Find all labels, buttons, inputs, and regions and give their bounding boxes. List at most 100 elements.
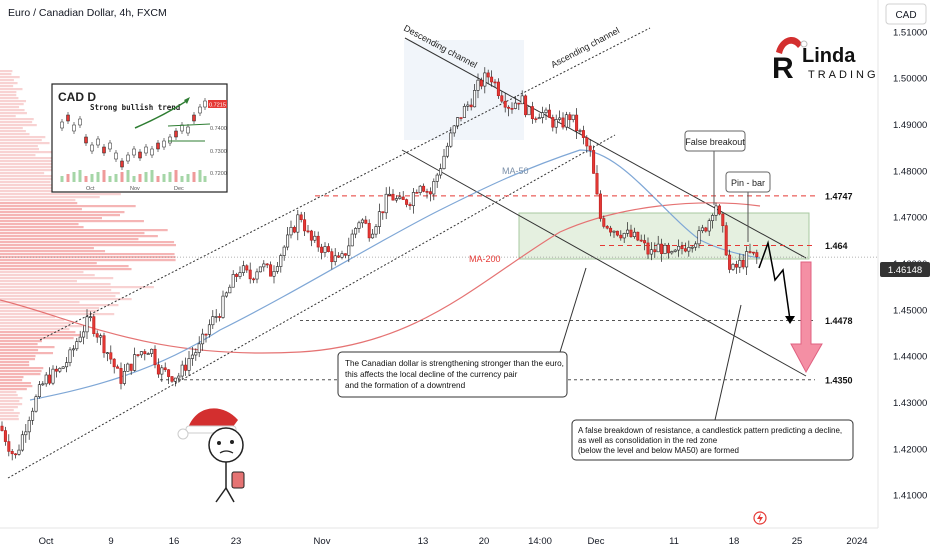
symbol-title[interactable]: Euro / Canadian Dollar, 4h, FXCM xyxy=(8,7,167,19)
candle-body xyxy=(105,352,109,354)
inset-candle-body xyxy=(180,124,184,132)
candle-body xyxy=(547,109,551,118)
candle-body xyxy=(439,168,443,176)
candle-body xyxy=(316,235,320,248)
logo-letters: Linda xyxy=(802,45,856,67)
candle-body xyxy=(269,264,273,277)
candle-body xyxy=(54,368,58,372)
candle-body xyxy=(479,79,483,87)
x-tick-label: 25 xyxy=(792,536,803,547)
volume-bar xyxy=(0,163,61,166)
x-tick-label: 14:00 xyxy=(528,536,552,547)
candle-body xyxy=(360,219,364,224)
volume-bar xyxy=(0,367,44,370)
candle-body xyxy=(394,198,398,201)
candle-body xyxy=(99,335,103,338)
forecast-arrowhead xyxy=(785,316,795,324)
volume-bar xyxy=(0,373,41,376)
candle-body xyxy=(544,109,548,113)
currency-badge-box[interactable] xyxy=(885,3,927,25)
candle-body xyxy=(632,231,636,237)
x-tick-label: 13 xyxy=(418,536,429,547)
candle-body xyxy=(337,255,341,258)
inset-subtitle: Strong bullish trend xyxy=(90,103,180,112)
note-right-line-1: A false breakdown of resistance, a candl… xyxy=(578,426,842,435)
candle-body xyxy=(466,104,470,107)
x-tick-label: 20 xyxy=(479,536,490,547)
y-tick-label: 1.44000 xyxy=(893,352,927,363)
candle-body xyxy=(388,193,392,196)
x-tick-label: Nov xyxy=(314,536,331,547)
candle-body xyxy=(68,349,72,363)
candle-body xyxy=(102,335,106,354)
candle-body xyxy=(680,245,684,249)
inset-x-label-3: Dec xyxy=(174,186,184,192)
mascot-eye-left xyxy=(217,441,221,445)
inset-candle-body xyxy=(120,160,124,168)
mascot-eye-right xyxy=(230,440,234,444)
candle-body xyxy=(190,354,194,359)
candle-body xyxy=(571,114,575,120)
candle-body xyxy=(755,252,759,258)
inset-volume-bar xyxy=(144,172,148,182)
price-levels: 1.4747 1.464 1.4478 1.4350 xyxy=(0,191,878,385)
candle-body xyxy=(7,441,11,452)
y-tick-label: 1.50000 xyxy=(893,74,927,85)
candle-body xyxy=(578,130,582,132)
candle-body xyxy=(275,266,279,272)
volume-bar xyxy=(0,70,13,73)
volume-bar xyxy=(0,196,100,199)
candle-body xyxy=(146,353,150,355)
descending-channel-bottom xyxy=(401,149,807,377)
y-tick-label: 1.45000 xyxy=(893,305,927,316)
candle-body xyxy=(48,374,52,384)
candle-body xyxy=(180,364,184,377)
lightning-icon-bolt xyxy=(757,513,763,523)
candle-body xyxy=(697,230,701,245)
candle-body xyxy=(31,410,35,421)
logo-letter-r: R xyxy=(772,52,794,85)
candle-body xyxy=(745,251,749,268)
inset-volume-bar xyxy=(150,170,154,182)
candle-body xyxy=(78,336,82,342)
candle-body xyxy=(605,226,609,229)
volume-bar xyxy=(0,214,120,217)
candle-body xyxy=(228,286,232,294)
volume-bar xyxy=(0,220,144,223)
candle-body xyxy=(58,368,62,372)
y-tick-label: 1.51000 xyxy=(893,27,927,38)
candle-body xyxy=(500,95,504,102)
inset-candle-body xyxy=(138,151,142,159)
pin-bar-box xyxy=(725,171,771,193)
volume-bar xyxy=(0,343,38,346)
candle-body xyxy=(296,214,300,233)
volume-bar xyxy=(0,385,33,388)
candle-body xyxy=(347,245,351,256)
currency-badge[interactable]: CAD xyxy=(895,10,916,21)
candle-body xyxy=(496,81,500,97)
volume-bar xyxy=(0,268,132,271)
candle-body xyxy=(0,425,4,431)
y-tick-label: 1.41000 xyxy=(893,491,927,502)
note-right-line-2: as well as consolidation in the red zone xyxy=(578,436,718,445)
candle-body xyxy=(751,251,755,254)
inset-candle-body xyxy=(90,144,94,152)
volume-bar xyxy=(0,193,121,196)
candle-body xyxy=(381,211,385,214)
candle-body xyxy=(299,214,303,221)
volume-bar xyxy=(0,97,19,100)
volume-bar xyxy=(0,298,132,301)
volume-bar xyxy=(0,136,46,139)
candle-body xyxy=(592,150,596,174)
logo-sub: TRADING xyxy=(808,69,879,81)
inset-candle-body xyxy=(96,138,100,146)
candle-body xyxy=(398,196,402,199)
inset-volume-bar xyxy=(90,174,94,182)
y-tick-label: 1.49000 xyxy=(893,120,927,131)
candle-body xyxy=(602,218,606,227)
level-label-target-1: 1.4478 xyxy=(825,316,853,326)
lightning-icon[interactable] xyxy=(753,511,767,525)
candle-body xyxy=(653,249,657,253)
volume-bar xyxy=(0,349,39,352)
candle-body xyxy=(17,449,21,455)
